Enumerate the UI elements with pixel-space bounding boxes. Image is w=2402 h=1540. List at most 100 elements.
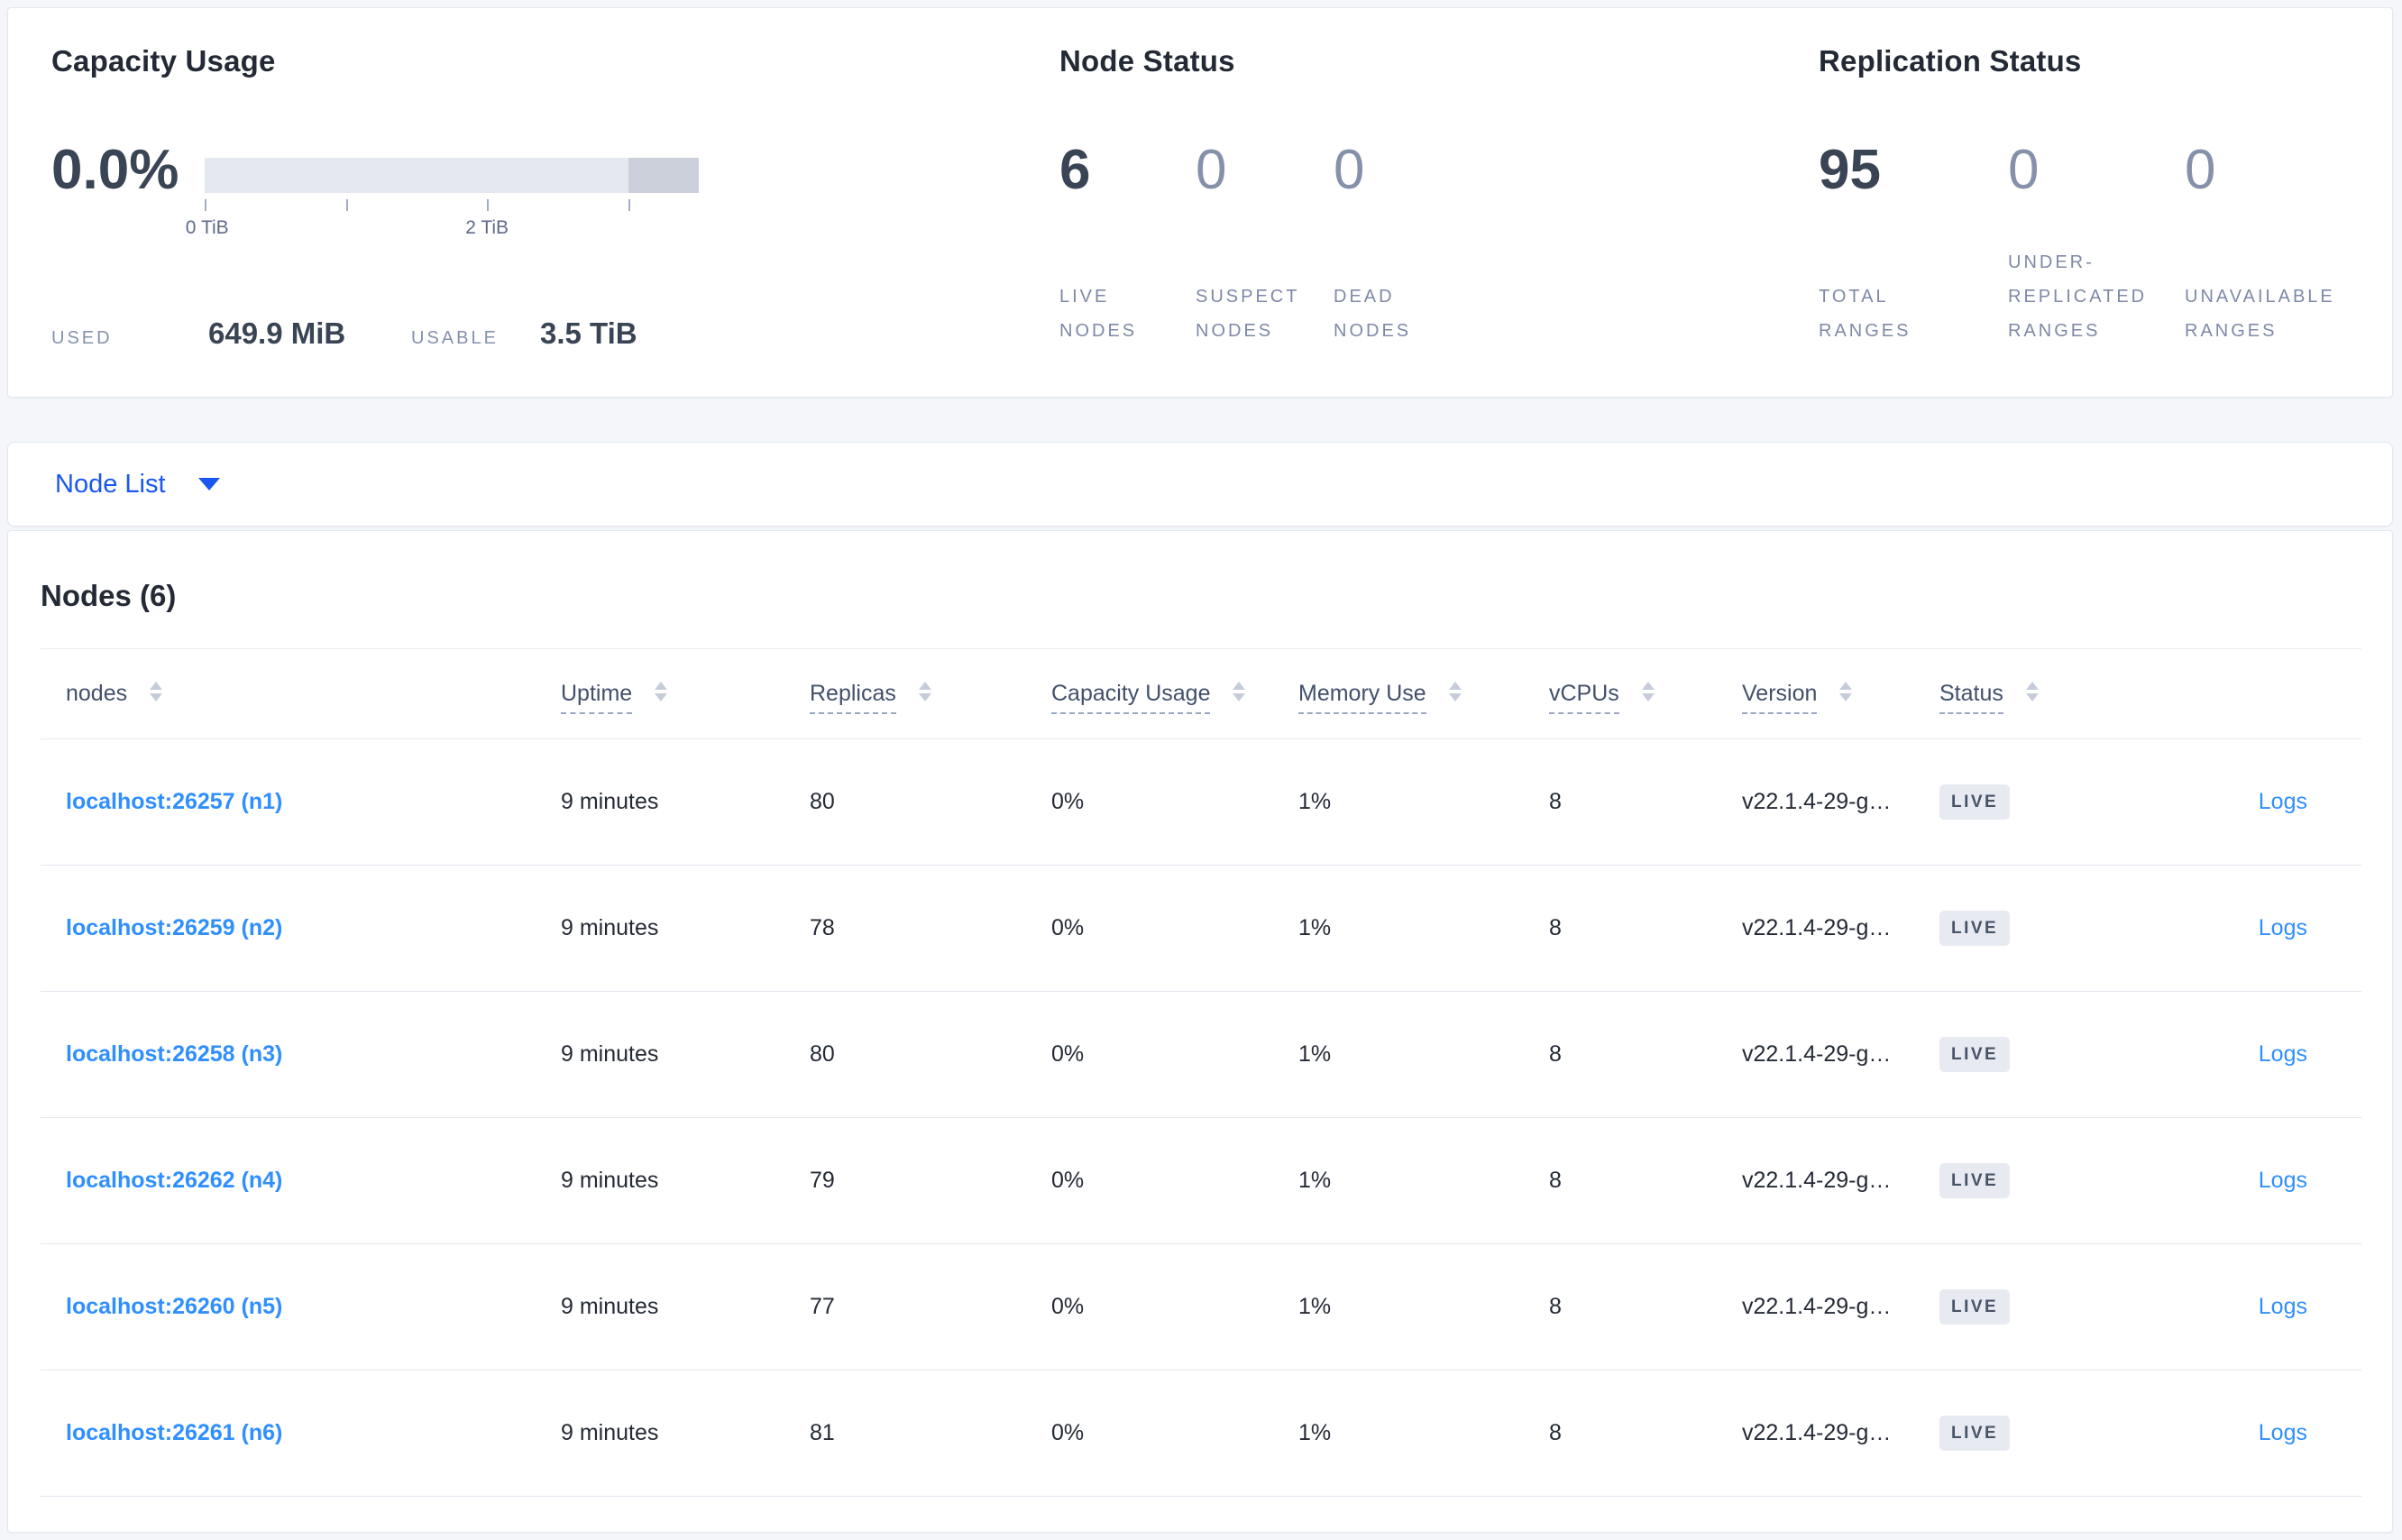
sort-icon bbox=[1448, 682, 1462, 702]
logs-link[interactable]: Logs bbox=[2258, 915, 2307, 940]
vcpus-cell: 8 bbox=[1549, 1117, 1742, 1244]
uptime-cell: 9 minutes bbox=[561, 991, 810, 1118]
column-header-uptime[interactable]: Uptime bbox=[561, 648, 810, 739]
capacity-cell: 0% bbox=[1051, 1370, 1298, 1497]
node-link[interactable]: localhost:26259 (n2) bbox=[66, 915, 283, 940]
logs-link[interactable]: Logs bbox=[2258, 1168, 2307, 1193]
version-cell: v22.1.4-29-g… bbox=[1742, 1243, 1939, 1370]
capacity-used-usable: USED 649.9 MiB USABLE 3.5 TiB bbox=[51, 316, 637, 351]
replicas-cell: 78 bbox=[810, 865, 1051, 992]
logs-link[interactable]: Logs bbox=[2258, 1294, 2307, 1319]
vcpus-cell: 8 bbox=[1549, 1370, 1742, 1497]
capacity-cell: 0% bbox=[1051, 1117, 1298, 1244]
suspect-nodes-stat: 0 SUSPECT NODES bbox=[1196, 125, 1334, 348]
vcpus-cell: 8 bbox=[1549, 991, 1742, 1118]
view-selector-dropdown[interactable]: Node List bbox=[8, 443, 2392, 526]
nodes-count-title: Nodes (6) bbox=[41, 579, 177, 612]
replicas-cell: 80 bbox=[810, 738, 1051, 866]
tick-label-2tib: 2 TiB bbox=[465, 217, 509, 238]
stat-value: 0 bbox=[1334, 139, 1365, 201]
capacity-percent-value: 0.0% bbox=[51, 139, 179, 201]
column-header-nodes[interactable]: nodes bbox=[41, 648, 561, 739]
sort-icon bbox=[2025, 682, 2039, 702]
status-badge: LIVE bbox=[1939, 1037, 2011, 1072]
stat-value: 0 bbox=[1196, 139, 1227, 201]
node-link[interactable]: localhost:26260 (n5) bbox=[66, 1294, 283, 1319]
status-badge: LIVE bbox=[1939, 1416, 2011, 1451]
table-header-row: nodes Uptime Replicas Capacity Usage Mem… bbox=[41, 648, 2361, 739]
used-value: 649.9 MiB bbox=[208, 316, 346, 350]
table-row: localhost:26257 (n1) 9 minutes 80 0% 1% … bbox=[41, 738, 2361, 866]
memory-cell: 1% bbox=[1298, 738, 1549, 866]
column-header-capacity-usage[interactable]: Capacity Usage bbox=[1051, 648, 1298, 739]
table-row: localhost:26260 (n5) 9 minutes 77 0% 1% … bbox=[41, 1243, 2361, 1370]
capacity-usage-section: 0.0% 0 TiB 2 TiB bbox=[51, 125, 699, 244]
stat-value: 95 bbox=[1819, 139, 1881, 201]
logs-link[interactable]: Logs bbox=[2258, 789, 2307, 814]
dead-nodes-stat: 0 DEAD NODES bbox=[1334, 125, 1478, 348]
uptime-cell: 9 minutes bbox=[561, 1370, 810, 1497]
nodes-table-card: Nodes (6) nodes Uptime Replicas bbox=[7, 530, 2393, 1533]
column-header-version[interactable]: Version bbox=[1742, 648, 1939, 739]
logs-link[interactable]: Logs bbox=[2258, 1041, 2307, 1067]
capacity-bar-segment bbox=[628, 158, 699, 193]
used-label: USED bbox=[51, 328, 113, 348]
chevron-down-icon bbox=[197, 478, 220, 490]
column-header-memory-use[interactable]: Memory Use bbox=[1298, 648, 1549, 739]
view-selector-label: Node List bbox=[55, 469, 166, 499]
memory-cell: 1% bbox=[1298, 1370, 1549, 1497]
status-badge: LIVE bbox=[1939, 1163, 2011, 1198]
column-header-replicas[interactable]: Replicas bbox=[810, 648, 1051, 739]
memory-cell: 1% bbox=[1298, 1243, 1549, 1370]
status-badge: LIVE bbox=[1939, 911, 2011, 946]
sort-icon bbox=[1233, 682, 1246, 702]
memory-cell: 1% bbox=[1298, 991, 1549, 1118]
vcpus-cell: 8 bbox=[1549, 738, 1742, 866]
stat-value: 6 bbox=[1059, 139, 1091, 201]
under-replicated-ranges-stat: 0 UNDER-REPLICATED RANGES bbox=[2008, 125, 2185, 348]
sort-icon bbox=[918, 682, 931, 702]
version-cell: v22.1.4-29-g… bbox=[1742, 865, 1939, 992]
replicas-cell: 81 bbox=[810, 1370, 1051, 1497]
column-header-status[interactable]: Status bbox=[1939, 648, 2147, 739]
status-badge: LIVE bbox=[1939, 784, 2011, 820]
sort-icon bbox=[1641, 682, 1655, 702]
replication-status-title: Replication Status bbox=[1819, 44, 2082, 78]
replicas-cell: 79 bbox=[810, 1117, 1051, 1244]
capacity-tick bbox=[628, 199, 630, 211]
vcpus-cell: 8 bbox=[1549, 865, 1742, 992]
replicas-cell: 77 bbox=[810, 1243, 1051, 1370]
uptime-cell: 9 minutes bbox=[561, 1117, 810, 1244]
sort-icon bbox=[150, 682, 163, 702]
capacity-usage-title: Capacity Usage bbox=[51, 44, 276, 78]
node-link[interactable]: localhost:26262 (n4) bbox=[66, 1168, 283, 1193]
uptime-cell: 9 minutes bbox=[561, 1243, 810, 1370]
capacity-tick bbox=[345, 199, 348, 211]
version-cell: v22.1.4-29-g… bbox=[1742, 738, 1939, 866]
stat-label: UNDER-REPLICATED RANGES bbox=[2008, 252, 2148, 341]
stat-value: 0 bbox=[2008, 139, 2040, 201]
live-nodes-stat: 6 LIVE NODES bbox=[1059, 125, 1196, 348]
tick-label-0tib: 0 TiB bbox=[185, 217, 229, 238]
version-cell: v22.1.4-29-g… bbox=[1742, 991, 1939, 1118]
node-link[interactable]: localhost:26261 (n6) bbox=[66, 1420, 283, 1445]
column-header-vcpus[interactable]: vCPUs bbox=[1549, 648, 1742, 739]
stat-label: TOTAL RANGES bbox=[1819, 287, 1912, 341]
column-header-logs bbox=[2147, 648, 2361, 739]
stat-value: 0 bbox=[2185, 139, 2216, 201]
replicas-cell: 80 bbox=[810, 991, 1051, 1118]
version-cell: v22.1.4-29-g… bbox=[1742, 1370, 1939, 1497]
view-selector-card: Node List bbox=[7, 442, 2393, 527]
cluster-summary-card: Capacity Usage 0.0% 0 TiB 2 TiB USED 649… bbox=[7, 7, 2393, 398]
usable-label: USABLE bbox=[411, 328, 499, 348]
node-link[interactable]: localhost:26258 (n3) bbox=[66, 1041, 283, 1067]
node-link[interactable]: localhost:26257 (n1) bbox=[66, 789, 283, 814]
capacity-bar-track bbox=[205, 158, 699, 193]
version-cell: v22.1.4-29-g… bbox=[1742, 1117, 1939, 1244]
capacity-cell: 0% bbox=[1051, 865, 1298, 992]
logs-link[interactable]: Logs bbox=[2258, 1420, 2307, 1445]
sort-icon bbox=[1839, 682, 1853, 702]
capacity-bar: 0 TiB 2 TiB bbox=[186, 158, 699, 244]
table-row: localhost:26262 (n4) 9 minutes 79 0% 1% … bbox=[41, 1117, 2361, 1244]
capacity-cell: 0% bbox=[1051, 991, 1298, 1118]
